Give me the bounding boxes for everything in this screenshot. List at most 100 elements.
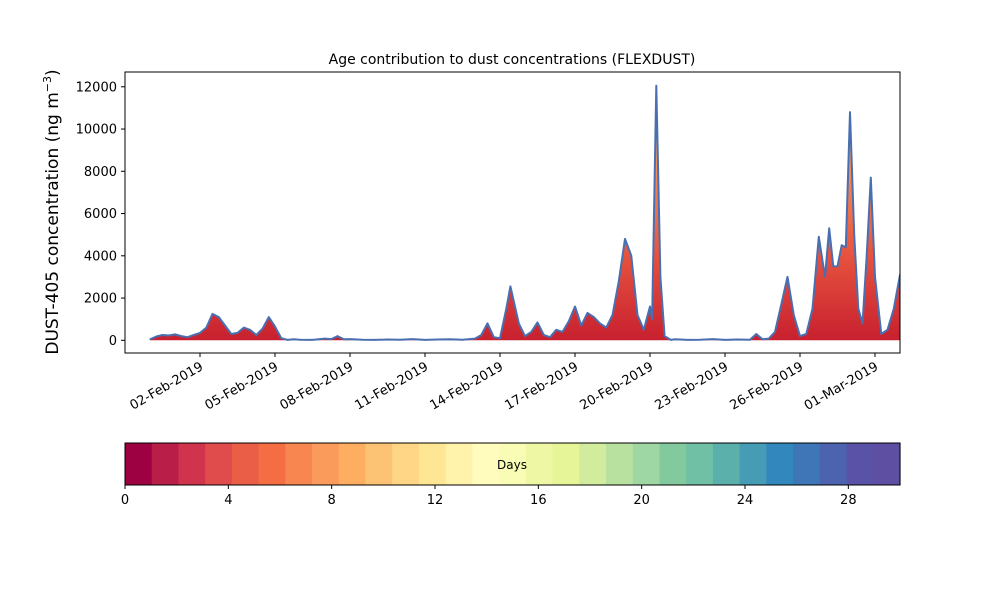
data-point xyxy=(249,329,251,331)
data-point xyxy=(330,338,332,340)
data-point xyxy=(749,339,751,341)
data-point xyxy=(880,333,882,335)
colorbar-segment xyxy=(579,443,607,485)
colorbar-tick-label: 24 xyxy=(737,493,754,508)
data-point xyxy=(845,246,847,248)
data-point xyxy=(824,276,826,278)
colorbar-segment xyxy=(499,443,527,485)
data-point xyxy=(699,339,701,341)
colorbar-label: Days xyxy=(497,458,527,472)
data-point xyxy=(509,285,511,287)
data-point xyxy=(836,265,839,267)
data-point xyxy=(149,338,151,340)
data-point xyxy=(299,339,301,341)
plot-frame xyxy=(124,71,901,354)
data-point xyxy=(811,308,814,310)
data-point xyxy=(180,335,182,337)
colorbar-segment xyxy=(766,443,794,485)
data-point xyxy=(518,322,520,324)
data-point xyxy=(674,338,676,340)
colorbar-tick-label: 16 xyxy=(530,493,547,508)
data-point xyxy=(230,333,232,335)
data-point xyxy=(853,234,855,236)
data-point xyxy=(236,332,239,334)
data-point xyxy=(480,334,482,336)
data-point xyxy=(280,337,282,339)
data-point xyxy=(436,338,439,341)
y-tick-label: 10000 xyxy=(76,123,117,138)
data-point xyxy=(424,339,426,341)
colorbar-segment xyxy=(178,443,206,485)
data-point xyxy=(793,314,795,316)
colorbar-tick-label: 4 xyxy=(224,493,232,508)
colorbar-tick-label: 12 xyxy=(427,493,444,508)
colorbar-segment xyxy=(606,443,634,485)
data-point xyxy=(530,331,532,333)
data-point xyxy=(618,280,620,282)
colorbar-segment xyxy=(285,443,313,485)
data-point xyxy=(343,338,345,340)
data-point xyxy=(324,338,326,340)
data-point xyxy=(861,322,864,324)
data-point xyxy=(536,321,539,323)
data-point xyxy=(832,265,834,267)
colorbar-segment xyxy=(205,443,233,485)
data-point xyxy=(761,338,764,340)
data-point xyxy=(655,85,657,87)
data-point xyxy=(630,255,632,257)
data-point xyxy=(870,177,872,179)
colorbar-segment xyxy=(686,443,714,485)
y-tick-label: 2000 xyxy=(84,292,117,307)
data-point xyxy=(461,339,464,341)
data-point xyxy=(161,334,164,336)
data-point xyxy=(243,327,245,329)
colorbar-segment xyxy=(846,443,874,485)
data-point xyxy=(841,244,843,246)
data-point xyxy=(643,329,645,331)
data-point xyxy=(399,339,401,341)
data-point xyxy=(799,335,801,337)
data-point xyxy=(624,238,626,240)
data-point xyxy=(849,111,851,113)
data-point xyxy=(486,322,489,324)
data-point xyxy=(659,276,662,278)
data-point xyxy=(724,339,726,341)
data-point xyxy=(828,227,830,229)
y-tick-label: 4000 xyxy=(84,249,117,264)
colorbar-segment xyxy=(338,443,367,485)
colorbar-ticks: 0 4 8 12 16 20 24 28 xyxy=(121,485,857,508)
y-ticks: 0 2000 4000 6000 8000 10000 12000 xyxy=(76,80,125,349)
data-point xyxy=(474,338,476,340)
y-axis-label-superscript: −3 xyxy=(41,76,54,92)
data-point xyxy=(205,327,207,329)
data-point xyxy=(906,308,907,309)
colorbar-segment xyxy=(445,443,474,485)
data-point xyxy=(286,339,289,341)
data-point xyxy=(261,328,264,330)
colorbar-segment xyxy=(258,443,286,485)
data-point xyxy=(218,316,220,318)
x-tick-label: 14-Feb-2019 xyxy=(427,359,506,413)
y-axis-label: DUST-405 concentration (ng m−3) xyxy=(41,69,63,354)
colorbar-tick-label: 20 xyxy=(633,493,650,508)
data-point xyxy=(411,338,414,340)
x-tick-label: 01-Mar-2019 xyxy=(802,359,881,413)
data-point xyxy=(374,339,376,341)
colorbar-segment xyxy=(793,443,821,485)
data-point xyxy=(780,303,782,305)
x-tick-label: 11-Feb-2019 xyxy=(352,359,431,413)
data-point xyxy=(561,331,564,333)
data-point xyxy=(543,334,545,336)
series-layer xyxy=(149,84,907,341)
colorbar-segment xyxy=(552,443,580,485)
data-point xyxy=(664,335,666,337)
colorbar-segment xyxy=(659,443,687,485)
colorbar-segment xyxy=(231,443,260,485)
x-tick-label: 23-Feb-2019 xyxy=(652,359,731,413)
data-point xyxy=(670,339,672,341)
colorbar-tick-label: 8 xyxy=(328,493,336,508)
data-point xyxy=(505,308,507,310)
x-ticks: 02-Feb-201905-Feb-201908-Feb-201911-Feb-… xyxy=(127,353,881,414)
colorbar-tick-label: 0 xyxy=(121,493,129,508)
